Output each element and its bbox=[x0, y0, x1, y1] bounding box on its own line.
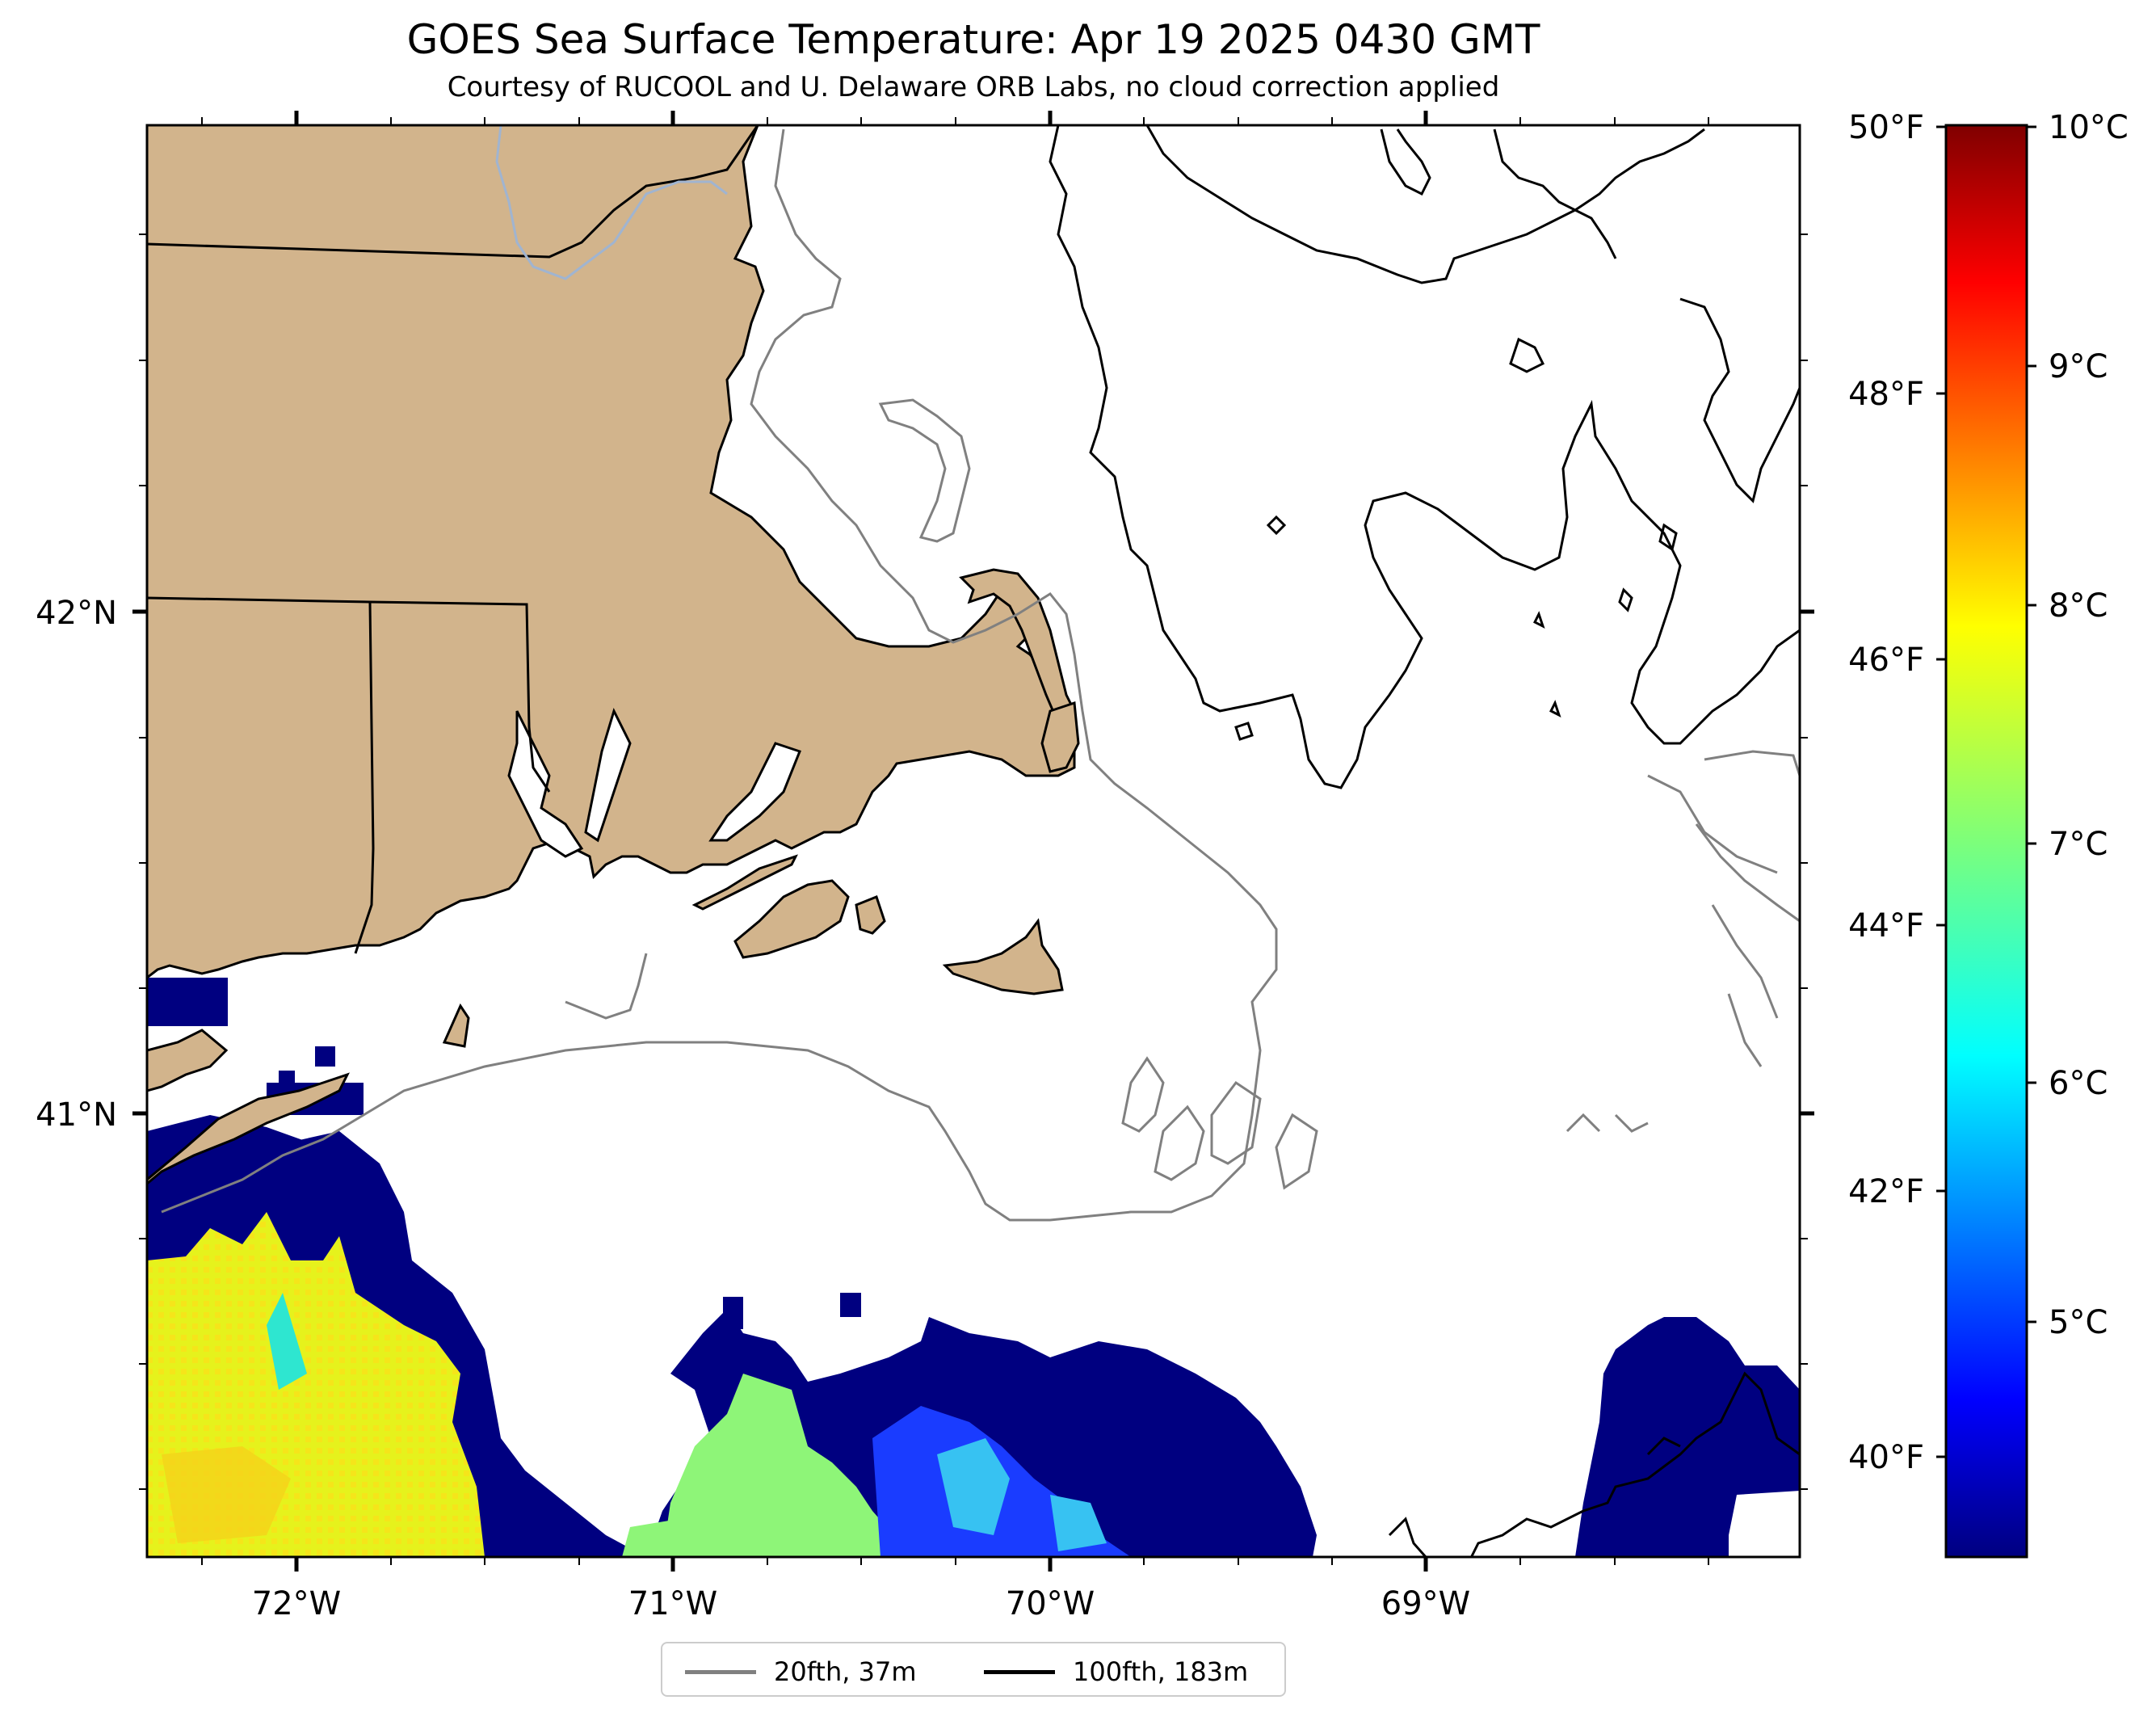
colorbar-c-label-10: 10°C bbox=[2049, 109, 2129, 146]
sst-data-layer bbox=[147, 978, 1800, 1557]
figure-subtitle: Courtesy of RUCOOL and U. Delaware ORB L… bbox=[447, 71, 1500, 103]
sst-orange-west bbox=[162, 1446, 291, 1543]
colorbar-f-label-46: 46°F bbox=[1848, 642, 1924, 679]
land-block-island bbox=[442, 1003, 470, 1048]
lat-major-ticks bbox=[132, 609, 1814, 1116]
colorbar bbox=[1944, 124, 2028, 1559]
legend-swatch-black-line bbox=[984, 1669, 1055, 1674]
land-nantucket bbox=[942, 918, 1064, 995]
sst-green-central bbox=[662, 1374, 913, 1557]
lat-label-41n: 41°N bbox=[36, 1096, 117, 1134]
lon-label-71w: 71°W bbox=[628, 1585, 717, 1622]
river bbox=[495, 125, 728, 280]
legend-label-20fth: 20fth, 37m bbox=[774, 1656, 917, 1687]
lon-minor-ticks bbox=[201, 117, 1709, 1565]
lon-label-72w: 72°W bbox=[252, 1585, 341, 1622]
map-frame bbox=[145, 124, 1801, 1559]
land-long-island-north bbox=[147, 1029, 229, 1092]
lat-label-42n: 42°N bbox=[36, 595, 117, 632]
colorbar-c-label-5: 5°C bbox=[2049, 1304, 2108, 1341]
colorbar-f-ticks bbox=[1936, 125, 1946, 1458]
colorbar-f-label-50: 50°F bbox=[1848, 109, 1924, 146]
legend: 20fth, 37m 100fth, 183m bbox=[661, 1642, 1286, 1697]
colorbar-f-label-40: 40°F bbox=[1848, 1439, 1924, 1476]
bay-buzzards bbox=[708, 742, 801, 842]
land-cape-arm bbox=[1040, 701, 1080, 773]
figure-title: GOES Sea Surface Temperature: Apr 19 202… bbox=[406, 16, 1540, 63]
sst-cyan-central-2 bbox=[1050, 1495, 1107, 1551]
lon-label-69w: 69°W bbox=[1381, 1585, 1470, 1622]
legend-item-20fth: 20fth, 37m bbox=[685, 1656, 916, 1687]
legend-label-100fth: 100fth, 183m bbox=[1073, 1656, 1249, 1687]
colorbar-f-label-42: 42°F bbox=[1848, 1173, 1924, 1210]
state-borders bbox=[147, 125, 759, 954]
legend-swatch-grey-line bbox=[685, 1669, 756, 1674]
legend-item-100fth: 100fth, 183m bbox=[984, 1656, 1248, 1687]
lon-major-ticks bbox=[294, 111, 1428, 1572]
bay-mount-hope bbox=[584, 707, 632, 843]
colorbar-f-label-48: 48°F bbox=[1848, 376, 1924, 413]
sst-green-central-2 bbox=[622, 1519, 695, 1557]
land-long-island bbox=[147, 1072, 350, 1185]
lon-label-70w: 70°W bbox=[1006, 1585, 1095, 1622]
land-elizabeth-islands bbox=[691, 854, 798, 911]
lat-minor-ticks bbox=[139, 234, 1808, 1490]
colorbar-c-label-8: 8°C bbox=[2049, 587, 2108, 625]
contour-20fth bbox=[161, 128, 1800, 1222]
land-chappaquiddick bbox=[855, 895, 886, 935]
colorbar-c-label-9: 9°C bbox=[2049, 348, 2108, 385]
colorbar-c-label-7: 7°C bbox=[2049, 826, 2108, 863]
colorbar-f-label-44: 44°F bbox=[1848, 907, 1924, 945]
sst-cyan-central bbox=[937, 1438, 1010, 1535]
colorbar-c-label-6: 6°C bbox=[2049, 1065, 2108, 1102]
land-layer bbox=[147, 125, 1080, 1185]
land-new-england bbox=[147, 125, 1076, 979]
land-marthas-vineyard bbox=[733, 879, 850, 959]
map-area bbox=[147, 125, 1800, 1557]
colorbar-c-ticks bbox=[2027, 125, 2036, 1323]
sst-cyan-west bbox=[267, 1293, 307, 1390]
contour-100fth bbox=[1049, 125, 1800, 1557]
